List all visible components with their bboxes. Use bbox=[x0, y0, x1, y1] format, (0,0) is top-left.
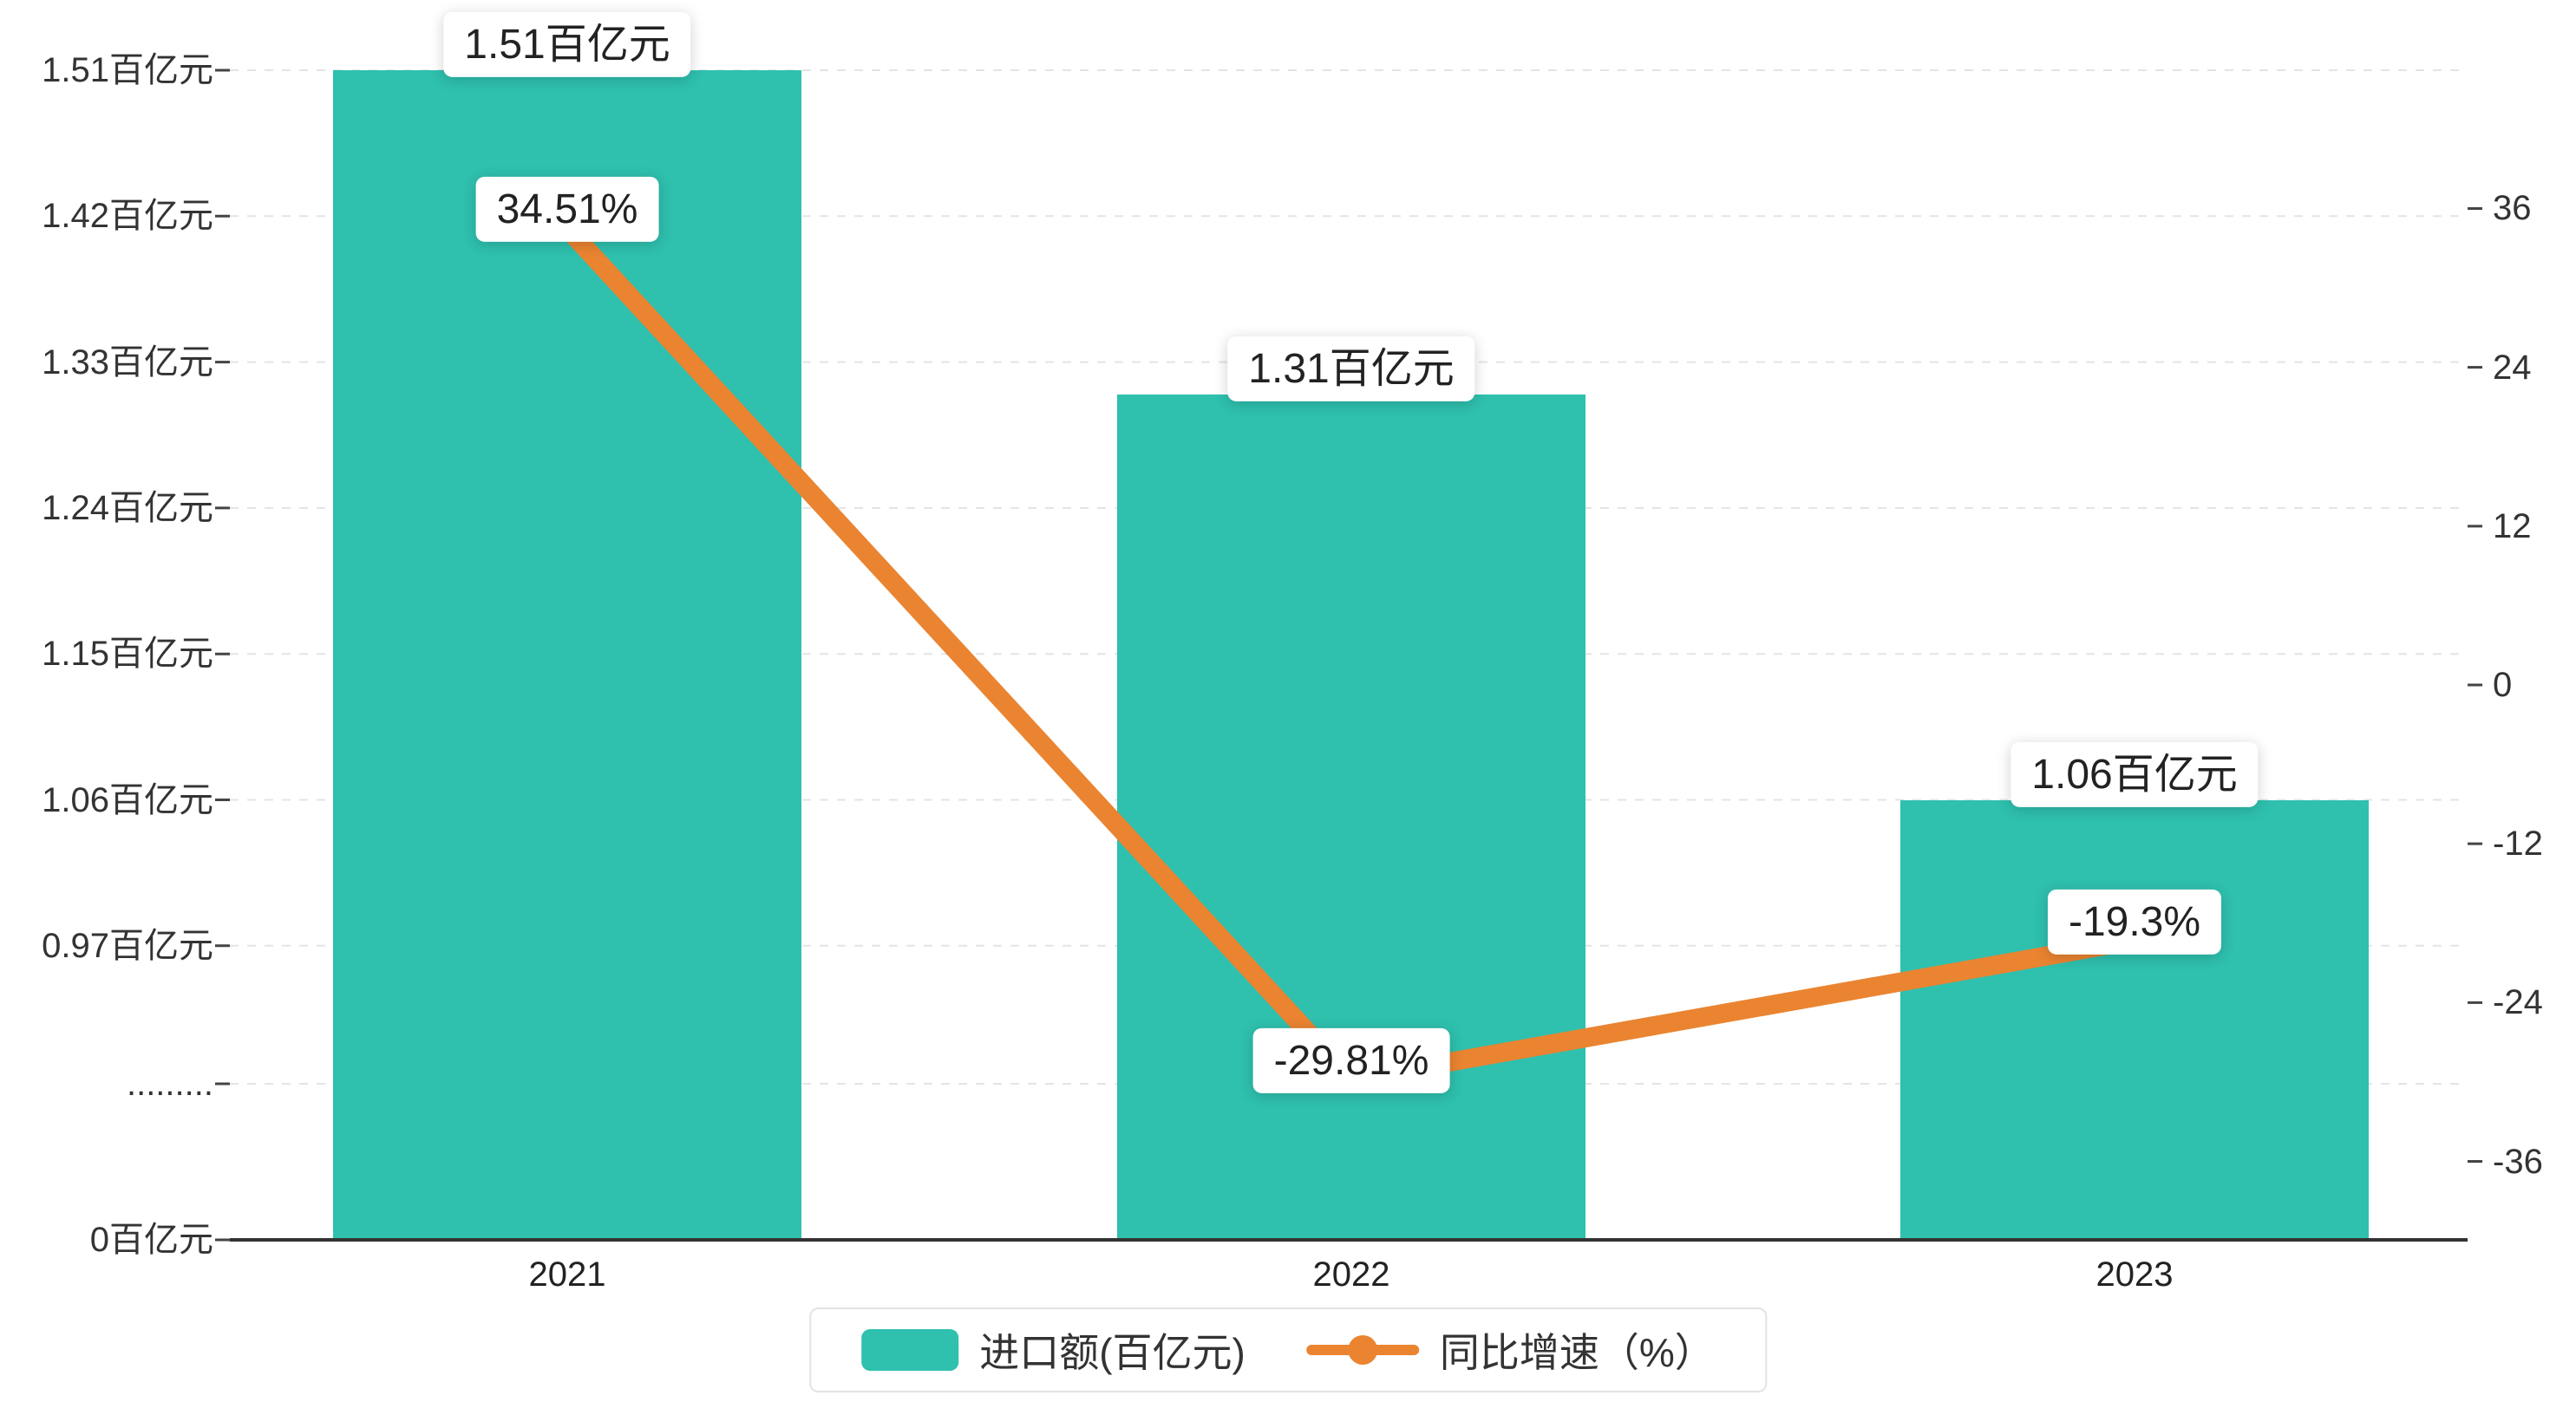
line-value-label: 34.51% bbox=[475, 177, 659, 243]
bar-value-label: 1.31百亿元 bbox=[1227, 336, 1475, 401]
legend: 进口额(百亿元) 同比增速（%） bbox=[809, 1307, 1767, 1392]
left-axis-tick-label: 1.42百亿元 bbox=[42, 197, 213, 236]
left-axis-tick-label: 1.06百亿元 bbox=[42, 780, 213, 819]
x-axis-label-2023: 2023 bbox=[2095, 1255, 2174, 1294]
right-axis-tick-label: 12 bbox=[2493, 506, 2532, 545]
x-axis-label-2021: 2021 bbox=[528, 1255, 606, 1294]
legend-item-label: 进口额(百亿元) bbox=[979, 1330, 1246, 1375]
left-axis-tick-label: 1.15百亿元 bbox=[42, 635, 213, 674]
right-axis-tick-label: 0 bbox=[2493, 666, 2513, 704]
bar-value-label: 1.06百亿元 bbox=[2010, 741, 2259, 807]
bar-series-swatch-icon bbox=[861, 1329, 959, 1371]
left-axis-tick-label: 1.24百亿元 bbox=[42, 488, 213, 527]
left-axis-tick-label: 0.97百亿元 bbox=[42, 926, 213, 965]
line-series-swatch-icon bbox=[1305, 1329, 1419, 1371]
x-axis-label-2022: 2022 bbox=[1312, 1255, 1390, 1294]
right-axis-tick-label: -12 bbox=[2493, 825, 2543, 864]
legend-item-label: 同比增速（%） bbox=[1439, 1330, 1715, 1375]
line-value-label: -19.3% bbox=[2047, 889, 2222, 955]
left-axis-tick-label: 0百亿元 bbox=[89, 1221, 213, 1259]
right-axis-tick-label: 36 bbox=[2493, 189, 2532, 228]
right-axis-tick-label: 24 bbox=[2493, 348, 2532, 387]
bar-value-label: 1.51百亿元 bbox=[443, 11, 691, 77]
left-axis-tick-label: ......... bbox=[126, 1065, 213, 1103]
right-axis-tick-label: -36 bbox=[2493, 1142, 2543, 1181]
legend-item-line[interactable]: 同比增速（%） bbox=[1305, 1321, 1715, 1379]
left-axis-tick-label: 1.51百亿元 bbox=[42, 51, 213, 89]
right-axis-tick-label: -24 bbox=[2493, 983, 2543, 1022]
legend-line-dot bbox=[1347, 1335, 1377, 1365]
legend-item-bar[interactable]: 进口额(百亿元) bbox=[861, 1321, 1246, 1379]
left-axis-tick-label: 1.33百亿元 bbox=[42, 342, 213, 381]
line-value-label: -29.81% bbox=[1252, 1027, 1450, 1094]
